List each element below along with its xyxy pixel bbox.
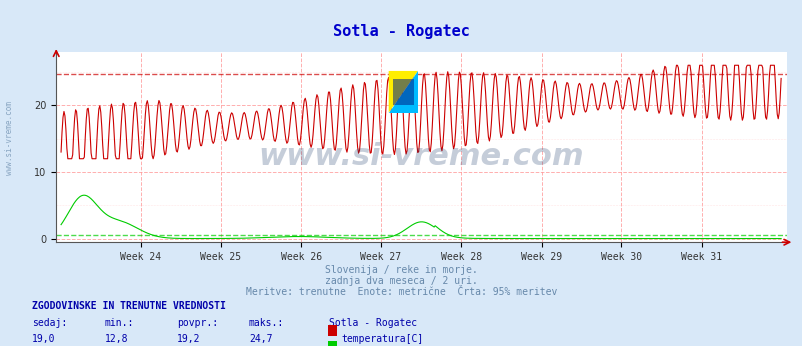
- Polygon shape: [388, 71, 417, 113]
- Text: Sotla - Rogatec: Sotla - Rogatec: [333, 24, 469, 39]
- Text: 12,8: 12,8: [104, 334, 128, 344]
- Text: sedaj:: sedaj:: [32, 318, 67, 328]
- Text: povpr.:: povpr.:: [176, 318, 217, 328]
- Text: temperatura[C]: temperatura[C]: [341, 334, 423, 344]
- Text: maks.:: maks.:: [249, 318, 284, 328]
- Polygon shape: [393, 79, 413, 105]
- Text: Slovenija / reke in morje.: Slovenija / reke in morje.: [325, 265, 477, 275]
- Text: ZGODOVINSKE IN TRENUTNE VREDNOSTI: ZGODOVINSKE IN TRENUTNE VREDNOSTI: [32, 301, 225, 311]
- Text: www.si-vreme.com: www.si-vreme.com: [5, 101, 14, 175]
- Text: zadnja dva meseca / 2 uri.: zadnja dva meseca / 2 uri.: [325, 276, 477, 286]
- Text: www.si-vreme.com: www.si-vreme.com: [258, 142, 584, 171]
- Text: Sotla - Rogatec: Sotla - Rogatec: [329, 318, 417, 328]
- Text: 19,2: 19,2: [176, 334, 200, 344]
- Text: Meritve: trenutne  Enote: metrične  Črta: 95% meritev: Meritve: trenutne Enote: metrične Črta: …: [245, 287, 557, 297]
- Text: 19,0: 19,0: [32, 334, 55, 344]
- Text: min.:: min.:: [104, 318, 134, 328]
- Text: 24,7: 24,7: [249, 334, 272, 344]
- Polygon shape: [388, 71, 417, 113]
